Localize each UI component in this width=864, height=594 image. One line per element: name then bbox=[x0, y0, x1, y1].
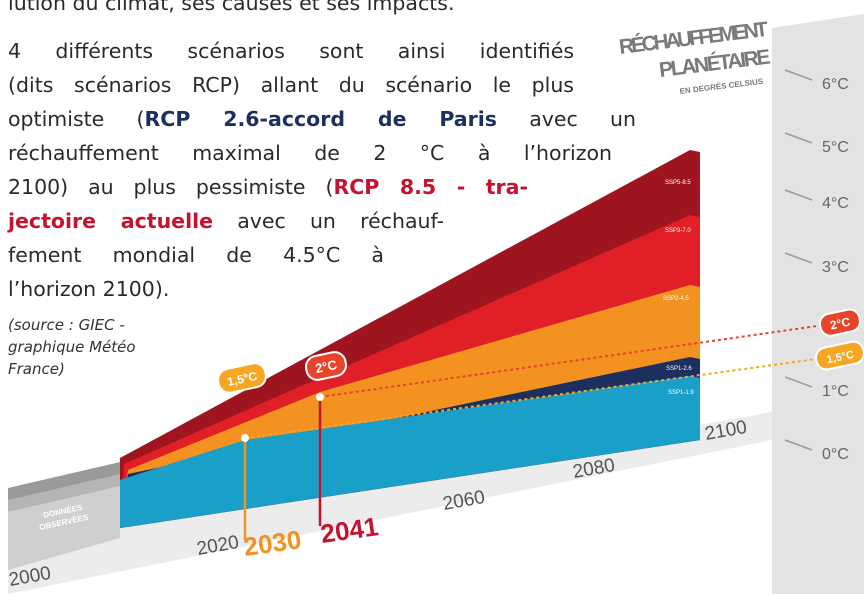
text-line: réchauffement maximal de 2 °C à l’horizo… bbox=[8, 136, 612, 170]
text-line: fement mondial de 4.5°C à bbox=[8, 238, 384, 272]
text-line: (dits scénarios RCP) allant du scénario … bbox=[8, 68, 574, 102]
axis-label: 1°C bbox=[822, 383, 849, 400]
scenario-label: SSP5-8.5 bbox=[665, 180, 691, 186]
text-line: 4 différents scénarios sont ainsi identi… bbox=[8, 34, 574, 68]
tick bbox=[784, 189, 813, 201]
tick bbox=[784, 69, 813, 81]
tick bbox=[784, 132, 813, 144]
axis-labels: 6°C 5°C 4°C 3°C 1°C 0°C bbox=[822, 76, 849, 463]
subtitle: EN DEGRÉS CELSIUS bbox=[679, 77, 764, 96]
text: l’horizon 2100). bbox=[8, 277, 170, 301]
text: (dits scénarios RCP) allant du scénario … bbox=[8, 73, 574, 97]
highlight: RCP 8.5 - tra- bbox=[333, 175, 528, 199]
text-line: 2100) au plus pessimiste (RCP 8.5 - tra- bbox=[8, 170, 528, 204]
marker-dot bbox=[316, 393, 324, 401]
tick bbox=[784, 376, 813, 388]
badge-label: 2°C bbox=[314, 357, 339, 376]
text: fement mondial de 4.5°C à bbox=[8, 243, 384, 267]
text: réchauffement maximal de 2 °C à l’horizo… bbox=[8, 141, 612, 165]
badge-bg bbox=[818, 308, 861, 337]
source-line: France) bbox=[8, 360, 65, 378]
text: optimiste ( bbox=[8, 107, 145, 131]
source-line: graphique Météo bbox=[8, 338, 136, 356]
text: avec un bbox=[496, 107, 636, 131]
text-line: optimiste (RCP 2.6-accord de Paris avec … bbox=[8, 102, 636, 136]
badge: 2°C bbox=[304, 351, 348, 381]
scenario-label: SSP1-2.6 bbox=[666, 366, 692, 372]
axis-label: 5°C bbox=[822, 139, 849, 156]
scenario-label: SSP1-1.9 bbox=[668, 390, 694, 396]
badge-label: 2°C bbox=[829, 315, 852, 333]
axis-label: 6°C bbox=[822, 76, 849, 93]
axis-label: 3°C bbox=[822, 259, 849, 276]
badge-bg bbox=[304, 351, 348, 381]
dotted-line bbox=[244, 355, 839, 439]
source-line: (source : GIEC - bbox=[8, 316, 125, 334]
axis-label: 0°C bbox=[822, 446, 849, 463]
scenario-labels: SSP5-8.5 SSP3-7.0 SSP2-4.5 SSP1-2.6 SSP1… bbox=[663, 180, 694, 396]
highlight: RCP 2.6-accord de Paris bbox=[144, 107, 497, 131]
axis bbox=[784, 69, 813, 451]
area-ssp119 bbox=[120, 376, 700, 528]
badge: 1,5°C bbox=[217, 362, 267, 394]
tick bbox=[784, 252, 813, 264]
badge-label: 1,5°C bbox=[826, 349, 856, 366]
highlight: jectoire actuelle bbox=[8, 209, 214, 233]
badge-bg bbox=[815, 340, 864, 371]
badge-label: 1,5°C bbox=[226, 369, 259, 389]
text-line: l’horizon 2100). bbox=[8, 272, 169, 306]
badge-bg bbox=[217, 362, 267, 394]
intro-tail: lution du climat, ses causes et ses impa… bbox=[8, 0, 455, 15]
wall bbox=[772, 14, 864, 594]
text: 4 différents scénarios sont ainsi identi… bbox=[8, 39, 574, 63]
tick bbox=[784, 439, 813, 451]
text: 2100) au plus pessimiste ( bbox=[8, 175, 334, 199]
scenario-label: SSP3-7.0 bbox=[665, 228, 691, 234]
text: avec un réchauf- bbox=[213, 209, 444, 233]
text-line: jectoire actuelle avec un réchauf- bbox=[8, 204, 444, 238]
marker-dot bbox=[241, 434, 249, 442]
scenario-label: SSP2-4.5 bbox=[663, 296, 689, 302]
axis-label: 4°C bbox=[822, 195, 849, 212]
observed-block bbox=[8, 486, 120, 570]
infographic-title: RÉCHAUFFEMENT PLANÉTAIRE EN DEGRÉS CELSI… bbox=[618, 18, 772, 96]
